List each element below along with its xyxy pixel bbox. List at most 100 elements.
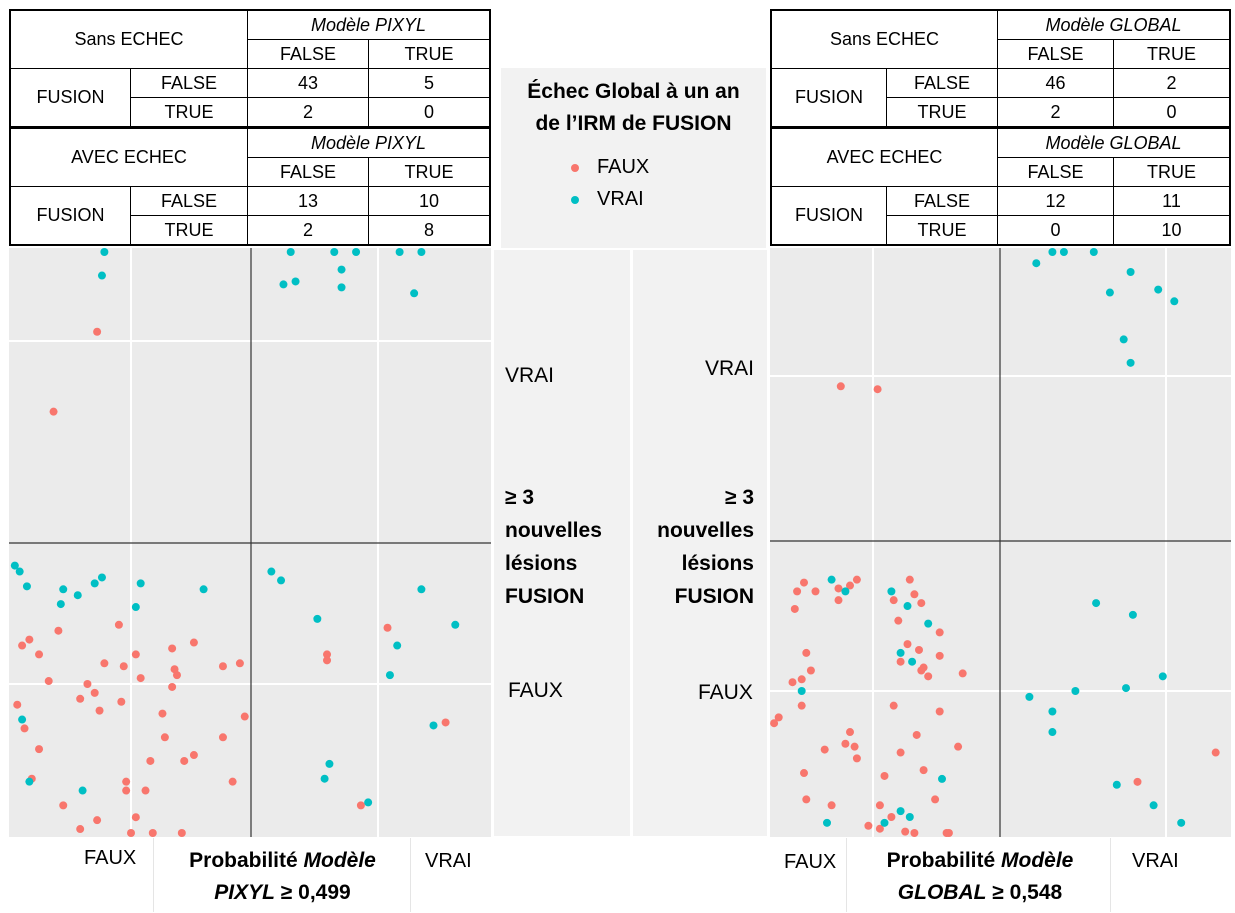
point-vrai — [279, 280, 288, 289]
point-faux — [800, 769, 808, 778]
point-faux — [954, 742, 963, 751]
point-faux — [323, 650, 332, 659]
legend-dot-vrai — [571, 195, 579, 204]
legend-item-faux: FAUX — [571, 156, 649, 179]
point-faux — [168, 644, 177, 653]
point-faux — [797, 701, 806, 710]
cell: 2 — [247, 97, 369, 128]
point-faux — [35, 650, 44, 659]
cell: 0 — [997, 215, 1114, 246]
y-title-line: ≥ 3 — [724, 486, 754, 509]
cell: 8 — [368, 215, 491, 246]
point-vrai — [429, 721, 438, 730]
point-faux — [127, 829, 135, 837]
x-title-suffix: ≥ 0,499 — [274, 881, 351, 904]
x-title-model: Modèle — [303, 849, 376, 872]
point-faux — [146, 756, 155, 765]
point-faux — [189, 638, 198, 647]
point-faux — [827, 801, 836, 810]
point-vrai — [1025, 692, 1034, 701]
point-faux — [49, 407, 58, 416]
point-vrai — [1048, 728, 1057, 737]
table-title: AVEC ECHEC — [770, 127, 998, 187]
point-faux — [180, 756, 189, 765]
x-title-divider — [1110, 838, 1111, 912]
point-faux — [240, 712, 249, 721]
point-faux — [903, 640, 912, 649]
point-vrai — [199, 585, 208, 594]
col-header-false: FALSE — [997, 157, 1114, 187]
point-faux — [228, 777, 237, 786]
point-vrai — [15, 567, 24, 576]
point-faux — [896, 748, 905, 757]
point-vrai — [1128, 610, 1137, 619]
point-vrai — [1059, 248, 1068, 256]
point-faux — [177, 829, 186, 837]
point-faux — [912, 730, 921, 739]
point-faux — [896, 657, 905, 666]
point-faux — [836, 382, 845, 391]
point-faux — [901, 827, 910, 836]
x-label-faux-right: FAUX — [784, 851, 837, 873]
point-vrai — [1048, 248, 1057, 256]
row-label-false: FALSE — [886, 68, 998, 98]
point-faux — [218, 662, 227, 671]
row-label-false: FALSE — [130, 186, 248, 216]
point-faux — [117, 697, 126, 706]
point-vrai — [1122, 684, 1130, 693]
point-faux — [850, 742, 859, 751]
point-vrai — [797, 687, 806, 695]
x-title-divider — [153, 838, 154, 912]
x-title-model2: PIXYL — [214, 881, 275, 904]
point-faux — [119, 662, 128, 671]
row-label-false: FALSE — [886, 186, 998, 216]
x-axis-title-global: Probabilité Modèle GLOBAL ≥ 0,548 — [855, 845, 1105, 909]
x-title-model2: GLOBAL — [897, 881, 987, 904]
point-vrai — [313, 614, 322, 623]
point-faux — [958, 669, 967, 678]
point-faux — [905, 575, 914, 584]
point-faux — [811, 587, 820, 596]
point-vrai — [887, 587, 896, 596]
point-faux — [168, 682, 177, 691]
point-vrai — [131, 603, 140, 612]
y-axis-title-left: ≥ 3 nouvelles lésions FUSION — [505, 481, 602, 613]
x-title-divider — [410, 838, 411, 912]
point-vrai — [10, 561, 19, 570]
point-faux — [131, 650, 140, 659]
point-vrai — [1119, 335, 1128, 344]
point-vrai — [393, 641, 402, 650]
point-vrai — [1105, 288, 1114, 297]
point-vrai — [136, 579, 145, 588]
scatter-plot-pixyl — [9, 248, 491, 837]
legend-title-line2: de l’IRM de FUSION — [535, 112, 732, 135]
col-header-true: TRUE — [368, 39, 491, 69]
point-faux — [800, 578, 808, 587]
y-title-line: lésions — [505, 552, 578, 575]
point-faux — [875, 824, 884, 833]
cell: 5 — [368, 68, 491, 98]
global-table-avec-echec: AVEC ECHEC Modèle GLOBAL FALSE TRUE FUSI… — [770, 127, 1231, 246]
point-faux — [158, 709, 167, 718]
point-vrai — [1126, 358, 1135, 367]
point-faux — [919, 663, 928, 672]
point-vrai — [410, 289, 419, 298]
point-faux — [864, 821, 873, 830]
point-faux — [802, 795, 811, 804]
point-faux — [834, 584, 843, 593]
point-faux — [919, 766, 928, 775]
y-label-vrai-left: VRAI — [505, 364, 555, 387]
cell: 11 — [1113, 186, 1231, 216]
x-title-divider — [846, 838, 847, 912]
point-faux — [25, 635, 34, 644]
point-vrai — [100, 248, 109, 256]
point-faux — [910, 590, 919, 599]
point-faux — [834, 596, 843, 605]
point-faux — [915, 645, 923, 654]
point-vrai — [896, 807, 905, 816]
point-faux — [935, 707, 944, 716]
row-label-true: TRUE — [130, 215, 248, 246]
point-vrai — [59, 585, 68, 594]
point-faux — [935, 628, 944, 637]
point-vrai — [277, 576, 286, 585]
